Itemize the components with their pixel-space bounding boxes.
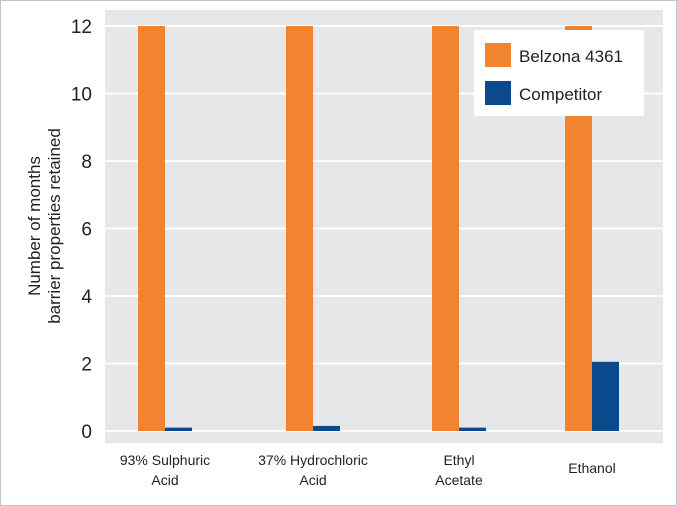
x-tick-label-1-line-0: 37% Hydrochloric xyxy=(258,452,368,468)
y-tick-label-6: 6 xyxy=(81,220,92,241)
legend-label-0: Belzona 4361 xyxy=(519,47,623,66)
x-tick-label-0-line-1: Acid xyxy=(151,472,178,488)
bar-competitor-1 xyxy=(313,425,340,431)
y-tick-label-10: 10 xyxy=(71,85,92,106)
x-tick-label-0-line-0: 93% Sulphuric xyxy=(120,452,210,468)
bar-belzona-4361-2 xyxy=(432,26,459,431)
x-tick-label-1-line-1: Acid xyxy=(299,472,326,488)
y-tick-label-8: 8 xyxy=(81,152,92,173)
y-axis-label-line: Number of months xyxy=(25,156,44,296)
y-axis-label: Number of monthsbarrier properties retai… xyxy=(25,128,64,324)
legend-swatch-1 xyxy=(485,81,511,105)
y-tick-label-4: 4 xyxy=(81,287,92,308)
x-tick-label-2-line-0: Ethyl xyxy=(443,452,474,468)
y-tick-label-12: 12 xyxy=(71,17,92,38)
y-axis-label-line: barrier properties retained xyxy=(45,128,64,324)
legend-label-1: Competitor xyxy=(519,85,602,104)
bar-competitor-3 xyxy=(592,361,619,431)
x-tick-label-3-line-0: Ethanol xyxy=(568,460,615,476)
legend-swatch-0 xyxy=(485,43,511,67)
y-tick-label-0: 0 xyxy=(81,422,92,443)
bar-belzona-4361-0 xyxy=(138,26,165,431)
bar-competitor-2 xyxy=(459,427,486,431)
x-tick-label-2-line-1: Acetate xyxy=(435,472,483,488)
bar-belzona-4361-1 xyxy=(286,26,313,431)
bar-competitor-0 xyxy=(165,427,192,431)
y-tick-label-2: 2 xyxy=(81,355,92,376)
